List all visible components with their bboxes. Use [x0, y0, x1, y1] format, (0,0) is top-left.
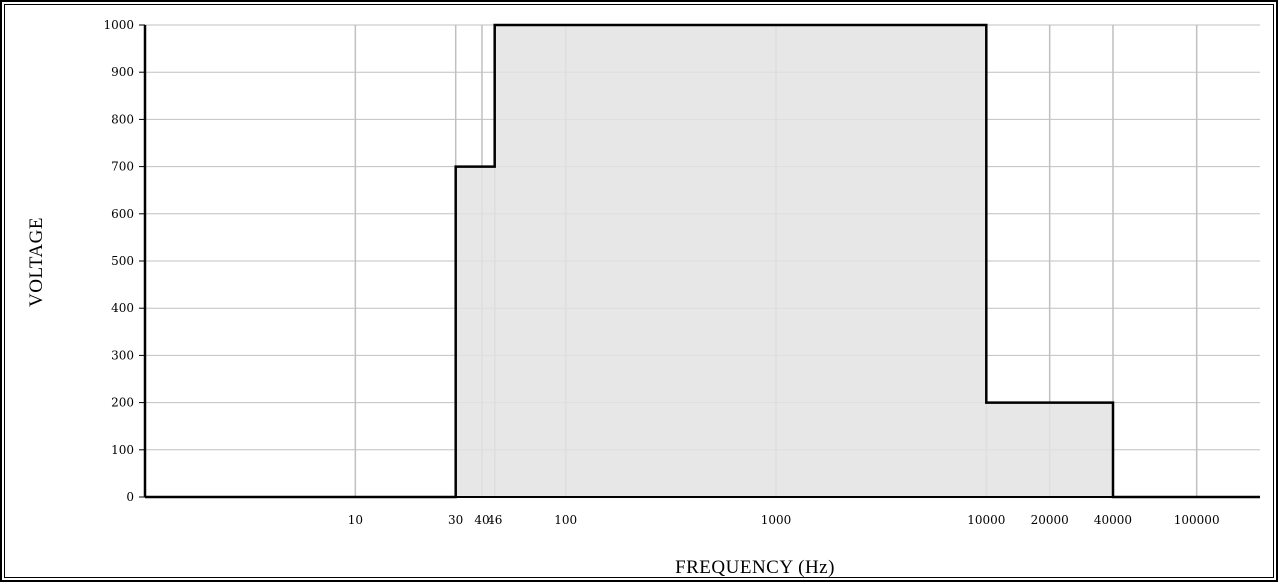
tick-layer: 0 100 200 300 400 500 600 700 800 900 1000 10 30 4046…: [103, 18, 1219, 527]
y-tick-label: 1000: [103, 18, 134, 32]
x-tick-label: 10: [348, 513, 363, 527]
x-tick-label: 100000: [1174, 513, 1220, 527]
x-tick-label: 100: [554, 513, 577, 527]
x-tick-label: 46: [487, 513, 502, 527]
y-axis-title: VOLTAGE: [26, 217, 47, 307]
x-tick-label: 1000: [761, 513, 792, 527]
x-tick-label: 20000: [1031, 513, 1069, 527]
x-tick-label: 40000: [1094, 513, 1132, 527]
x-axis-title: FREQUENCY (Hz): [675, 557, 835, 578]
series-area-fill: [145, 25, 1260, 497]
area-layer: [145, 23, 1260, 499]
y-tick-label: 600: [111, 207, 134, 221]
y-tick-label: 0: [126, 490, 134, 504]
x-tick-label: 40: [474, 513, 489, 527]
axis-layer: [139, 24, 1260, 498]
y-tick-label: 800: [111, 112, 134, 126]
y-tick-label: 200: [111, 396, 134, 410]
x-tick-label: 10000: [967, 513, 1005, 527]
y-tick-label: 300: [111, 348, 134, 362]
x-tick-label: 30: [448, 513, 463, 527]
y-tick-label: 700: [111, 160, 134, 174]
y-tick-label: 900: [111, 65, 134, 79]
y-tick-label: 100: [111, 443, 134, 457]
y-tick-label: 400: [111, 301, 134, 315]
y-tick-label: 500: [111, 254, 134, 268]
series-line: [145, 23, 1260, 499]
